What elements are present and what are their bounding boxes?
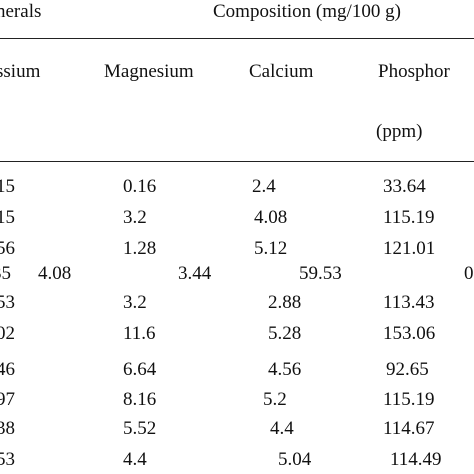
- rule: [0, 161, 474, 162]
- table-cell: 92.65: [386, 359, 429, 380]
- table-cell: 5.2: [263, 389, 287, 410]
- table-cell: 0.16: [123, 176, 157, 197]
- table-cell: 97: [0, 389, 15, 410]
- table-cell: 15: [0, 207, 15, 228]
- header-left: nerals: [0, 1, 42, 22]
- table-cell: 3.44: [178, 263, 212, 284]
- table-cell: 02: [0, 323, 15, 344]
- table-cell: 8.16: [123, 389, 157, 410]
- table-cell: 35: [0, 263, 11, 284]
- table-cell: 4.56: [268, 359, 302, 380]
- rule: [0, 38, 474, 39]
- table-cell: 38: [0, 418, 15, 439]
- table-cell: 113.43: [383, 292, 435, 313]
- unit-label: (ppm): [376, 121, 423, 142]
- table-cell: 5.12: [254, 238, 288, 259]
- table-cell: 2.4: [252, 176, 276, 197]
- table-cell: 115.19: [383, 389, 435, 410]
- table-cell: 114.67: [383, 418, 435, 439]
- column-header: Phosphor: [378, 61, 450, 82]
- table-cell: 6.64: [123, 359, 157, 380]
- table-cell: 59.53: [299, 263, 342, 284]
- table-cell: 56: [0, 238, 15, 259]
- table-cell: 121.01: [383, 238, 436, 259]
- table-cell: 4.08: [254, 207, 288, 228]
- table-cell: 5.52: [123, 418, 157, 439]
- table-cell: 114.49: [390, 449, 442, 470]
- table-cell: 11.6: [123, 323, 156, 344]
- table-cell: 153.06: [383, 323, 436, 344]
- table-cell: 5.28: [268, 323, 302, 344]
- column-header: ssium: [0, 61, 41, 82]
- table-cell: 4.4: [123, 449, 147, 470]
- table-cell: 1.28: [123, 238, 157, 259]
- table-cell: 53: [0, 292, 15, 313]
- table-cell: 115.19: [383, 207, 435, 228]
- table-cell: 53: [0, 449, 15, 470]
- table-cell: 4.08: [38, 263, 72, 284]
- table-cell: 3.2: [123, 207, 147, 228]
- column-header: Calcium: [249, 61, 314, 82]
- table-cell: 2.88: [268, 292, 302, 313]
- table-cell: 4.4: [270, 418, 294, 439]
- table-cell: 5.04: [278, 449, 312, 470]
- table-cell: 46: [0, 359, 15, 380]
- header-right: Composition (mg/100 g): [213, 1, 401, 22]
- column-header: Magnesium: [104, 61, 194, 82]
- table-cell: 15: [0, 176, 15, 197]
- table-cell: 3.2: [123, 292, 147, 313]
- table-cell: 0: [464, 263, 474, 284]
- table-cell: 33.64: [383, 176, 426, 197]
